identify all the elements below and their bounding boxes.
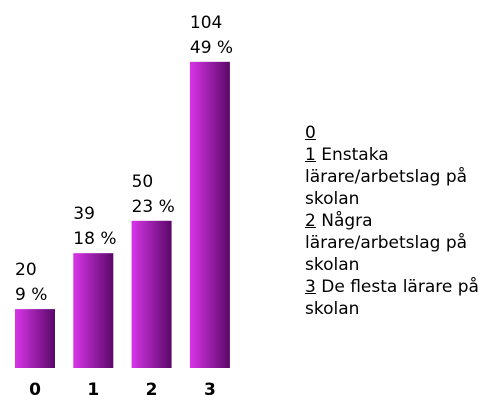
legend-entry: 3 De flesta lärare på skolan [305,276,498,320]
legend-label: Enstaka lärare/arbetslag på skolan [305,145,468,209]
percent-label: 49 % [190,38,233,58]
value-label: 20 [15,260,37,280]
legend-key: 3 [305,277,316,297]
legend-key: 1 [305,145,316,165]
legend-label: Några lärare/arbetslag på skolan [305,211,468,275]
legend-entry: 2 Några lärare/arbetslag på skolan [305,210,498,276]
percent-label: 9 % [15,285,47,305]
bar [189,61,230,368]
percent-label: 23 % [132,197,175,217]
percent-label: 18 % [73,229,116,249]
x-tick-label: 0 [29,380,41,400]
bar [15,309,55,368]
legend-key: 0 [305,123,316,143]
value-label: 39 [73,204,95,224]
bar [131,220,172,368]
legend-entry: 0 [305,122,498,144]
x-tick-label: 1 [87,380,99,400]
x-tick-label: 2 [146,380,158,400]
bar [73,253,114,368]
x-tick-label: 3 [204,380,216,400]
legend-label: De flesta lärare på skolan [305,277,479,319]
chart: 20 9 % 0 39 18 % 1 50 23 % 2 104 49 % 3 [15,13,233,400]
legend-entry: 1 Enstaka lärare/arbetslag på skolan [305,144,498,210]
legend-key: 2 [305,211,316,231]
value-label: 104 [190,13,222,33]
value-label: 50 [132,172,154,192]
